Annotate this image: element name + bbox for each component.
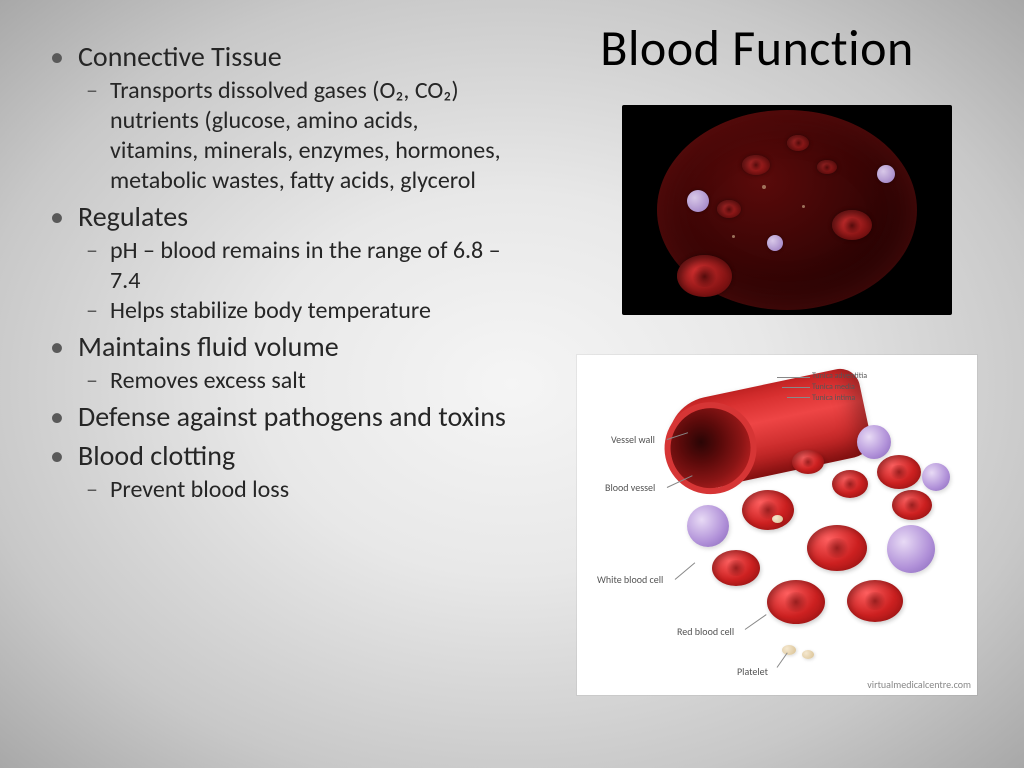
white-blood-cell-icon <box>922 463 950 491</box>
blood-vessel-cross-section-image <box>622 105 952 315</box>
bullet-connective-tissue: Connective Tissue Transports dissolved g… <box>50 40 510 196</box>
white-blood-cell-icon <box>687 505 729 547</box>
sub-list: Removes excess salt <box>78 366 510 396</box>
sub-bullet: Transports dissolved gases (O₂, CO₂) nut… <box>78 76 510 196</box>
leader-line <box>745 614 767 630</box>
image-column: Blood Function <box>520 0 1024 768</box>
bullet-text: Defense against pathogens and toxins <box>78 399 506 434</box>
sub-bullet: pH – blood remains in the range of 6.8 –… <box>78 236 510 296</box>
bullet-text: Blood clotting <box>78 438 235 473</box>
red-blood-cell-icon <box>877 455 921 489</box>
bullet-text: Maintains fluid volume <box>78 329 339 364</box>
white-blood-cell-icon <box>887 525 935 573</box>
platelet-icon <box>782 645 796 655</box>
speck-icon <box>802 205 805 208</box>
blood-components-diagram: Vessel wall Tunica adventitia Tunica med… <box>577 355 977 695</box>
label-platelet: Platelet <box>737 665 768 678</box>
bullet-text: Connective Tissue <box>78 39 282 74</box>
label-tunica-media: Tunica media <box>812 382 855 392</box>
red-blood-cell-icon <box>767 580 825 624</box>
red-blood-cell-icon <box>742 155 770 175</box>
label-blood-vessel: Blood vessel <box>605 481 655 494</box>
red-blood-cell-icon <box>787 135 809 151</box>
platelet-icon <box>802 650 814 659</box>
label-tunica-adventitia: Tunica adventitia <box>812 371 867 381</box>
sub-bullet: Helps stabilize body temperature <box>78 296 510 326</box>
red-blood-cell-icon <box>817 160 837 174</box>
bullet-regulates: Regulates pH – blood remains in the rang… <box>50 200 510 326</box>
red-blood-cell-icon <box>832 210 872 240</box>
red-blood-cell-icon <box>792 450 824 474</box>
watermark: virtualmedicalcentre.com <box>867 678 971 691</box>
bullet-maintains-fluid: Maintains fluid volume Removes excess sa… <box>50 330 510 396</box>
platelet-icon <box>772 515 783 523</box>
text-column: Connective Tissue Transports dissolved g… <box>0 0 520 768</box>
bullet-clotting: Blood clotting Prevent blood loss <box>50 439 510 505</box>
label-vessel-wall: Vessel wall <box>611 433 655 446</box>
bullet-text: Regulates <box>78 199 188 234</box>
sub-bullet: Prevent blood loss <box>78 475 510 505</box>
label-white-blood-cell: White blood cell <box>597 573 663 586</box>
red-blood-cell-icon <box>847 580 903 622</box>
white-blood-cell-icon <box>857 425 891 459</box>
sub-list: pH – blood remains in the range of 6.8 –… <box>78 236 510 326</box>
bullet-list: Connective Tissue Transports dissolved g… <box>50 40 510 505</box>
leader-line <box>777 652 788 667</box>
red-blood-cell-icon <box>832 470 868 498</box>
red-blood-cell-icon <box>717 200 741 218</box>
slide: Connective Tissue Transports dissolved g… <box>0 0 1024 768</box>
slide-title: Blood Function <box>520 18 994 79</box>
label-red-blood-cell: Red blood cell <box>677 625 734 638</box>
leader-line <box>675 562 696 579</box>
red-blood-cell-icon <box>677 255 732 297</box>
speck-icon <box>762 185 766 189</box>
leader-line <box>777 377 810 378</box>
label-tunica-intima: Tunica intima <box>812 393 855 403</box>
white-blood-cell-icon <box>687 190 709 212</box>
red-blood-cell-icon <box>807 525 867 571</box>
leader-line <box>782 387 810 388</box>
red-blood-cell-icon <box>712 550 760 586</box>
sub-list: Transports dissolved gases (O₂, CO₂) nut… <box>78 76 510 196</box>
white-blood-cell-icon <box>767 235 783 251</box>
sub-list: Prevent blood loss <box>78 475 510 505</box>
sub-bullet: Removes excess salt <box>78 366 510 396</box>
red-blood-cell-icon <box>892 490 932 520</box>
red-blood-cell-icon <box>742 490 794 530</box>
bullet-defense: Defense against pathogens and toxins <box>50 400 510 434</box>
white-blood-cell-icon <box>877 165 895 183</box>
leader-line <box>787 397 810 398</box>
speck-icon <box>732 235 735 238</box>
